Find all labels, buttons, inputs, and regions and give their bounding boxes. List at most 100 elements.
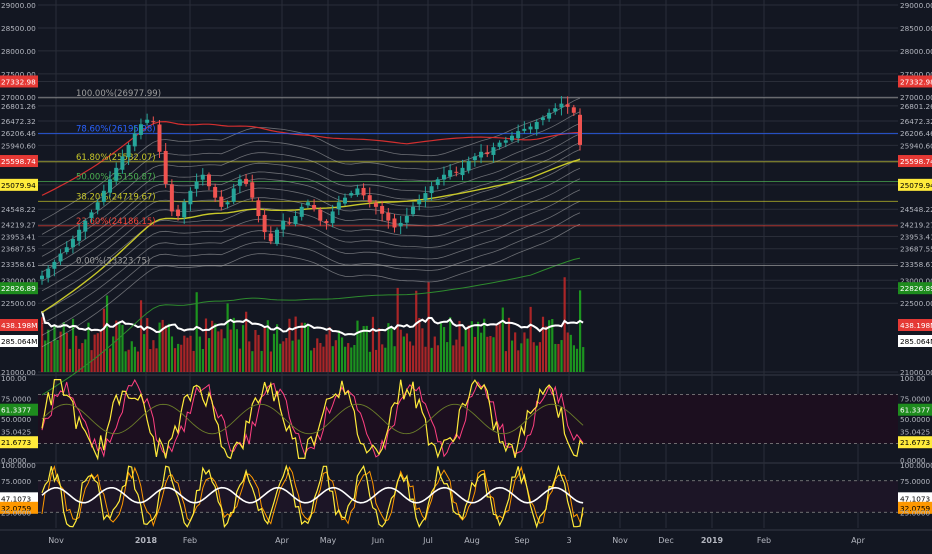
candle-body-9[interactable] <box>95 202 100 210</box>
candle-body-57[interactable] <box>392 218 397 228</box>
fibonacci-retracement[interactable]: 100.00%(26977.99) 78.60%(26195.98) 61.80%(… <box>38 89 898 267</box>
candle-body-59[interactable] <box>404 216 409 223</box>
candle-body-61[interactable] <box>417 199 422 205</box>
candle-body-11[interactable] <box>108 179 113 193</box>
candle-body-34[interactable] <box>250 182 255 198</box>
time-label-7[interactable]: Aug <box>464 536 480 545</box>
candle-body-40[interactable] <box>287 222 292 224</box>
candle-body-12[interactable] <box>114 167 119 181</box>
candle-body-1[interactable] <box>46 268 51 278</box>
candle-body-79[interactable] <box>528 126 533 130</box>
candle-body-14[interactable] <box>126 144 131 158</box>
candle-body-68[interactable] <box>460 167 465 176</box>
candle-body-78[interactable] <box>522 128 527 131</box>
candle-body-4[interactable] <box>64 247 69 253</box>
time-label-12[interactable]: 2019 <box>701 536 724 545</box>
candle-body-19[interactable] <box>157 124 162 152</box>
candle-body-51[interactable] <box>355 188 360 195</box>
candle-body-48[interactable] <box>336 202 341 210</box>
time-label-9[interactable]: 3 <box>566 536 571 545</box>
candle-body-60[interactable] <box>411 206 416 215</box>
candle-body-55[interactable] <box>380 205 385 214</box>
candle-body-69[interactable] <box>466 160 471 171</box>
candle-body-3[interactable] <box>58 253 63 262</box>
price-axes[interactable]: 29000.0028500.0028000.0027500.0027332.98… <box>0 1 932 517</box>
candle-body-80[interactable] <box>534 121 539 130</box>
candle-body-85[interactable] <box>565 104 570 107</box>
candle-body-65[interactable] <box>441 174 446 180</box>
candle-body-5[interactable] <box>70 238 75 248</box>
time-label-2[interactable]: Feb <box>183 536 197 545</box>
candle-body-46[interactable] <box>324 221 329 223</box>
candle-body-83[interactable] <box>553 108 558 112</box>
candle-body-70[interactable] <box>472 156 477 161</box>
candle-body-6[interactable] <box>77 229 82 241</box>
candle-body-74[interactable] <box>497 142 502 147</box>
candle-body-52[interactable] <box>361 187 366 196</box>
candle-body-73[interactable] <box>491 147 496 155</box>
candle-body-13[interactable] <box>120 156 125 170</box>
candle-body-20[interactable] <box>163 150 168 184</box>
candle-body-45[interactable] <box>318 209 323 221</box>
time-label-13[interactable]: Feb <box>757 536 771 545</box>
candle-body-36[interactable] <box>262 214 267 233</box>
time-label-4[interactable]: May <box>320 536 337 545</box>
candle-body-42[interactable] <box>299 206 304 217</box>
candle-body-72[interactable] <box>485 152 490 155</box>
candle-body-66[interactable] <box>448 170 453 177</box>
candle-body-71[interactable] <box>479 151 484 158</box>
candle-body-75[interactable] <box>503 140 508 143</box>
candle-body-35[interactable] <box>256 200 261 217</box>
time-label-8[interactable]: Sep <box>514 536 529 545</box>
candle-body-22[interactable] <box>176 209 181 217</box>
time-label-5[interactable]: Jun <box>371 536 385 545</box>
candle-body-26[interactable] <box>200 174 205 180</box>
candle-body-17[interactable] <box>145 119 150 123</box>
candle-body-0[interactable] <box>40 275 44 280</box>
candle-body-84[interactable] <box>559 103 564 108</box>
candle-body-38[interactable] <box>274 229 279 244</box>
candle-body-67[interactable] <box>454 171 459 173</box>
time-label-11[interactable]: Dec <box>658 536 673 545</box>
candle-body-16[interactable] <box>138 124 143 135</box>
candle-body-41[interactable] <box>293 216 298 225</box>
candle-body-77[interactable] <box>516 131 521 139</box>
candle-body-39[interactable] <box>281 220 286 230</box>
candle-body-54[interactable] <box>373 202 378 207</box>
candle-body-49[interactable] <box>343 197 348 204</box>
time-label-14[interactable]: Apr <box>851 536 866 545</box>
candle-body-86[interactable] <box>571 107 576 113</box>
candle-body-10[interactable] <box>101 190 106 202</box>
candle-body-8[interactable] <box>89 212 94 219</box>
candle-body-43[interactable] <box>305 202 310 206</box>
candle-body-32[interactable] <box>237 179 242 186</box>
candle-body-53[interactable] <box>367 195 372 203</box>
candle-body-82[interactable] <box>547 112 552 119</box>
candle-body-47[interactable] <box>330 211 335 224</box>
candle-body-21[interactable] <box>169 184 174 212</box>
candle-body-56[interactable] <box>386 212 391 221</box>
time-label-10[interactable]: Nov <box>612 536 628 545</box>
price-candles[interactable] <box>40 96 582 285</box>
candle-body-24[interactable] <box>188 190 193 205</box>
candle-body-33[interactable] <box>244 178 249 184</box>
time-label-3[interactable]: Apr <box>275 536 290 545</box>
candle-body-2[interactable] <box>52 261 57 269</box>
candle-body-15[interactable] <box>132 133 137 147</box>
candle-body-50[interactable] <box>349 193 354 196</box>
candle-body-63[interactable] <box>429 186 434 194</box>
candle-body-58[interactable] <box>398 222 403 227</box>
candle-body-87[interactable] <box>578 114 582 145</box>
candle-body-81[interactable] <box>540 117 545 121</box>
time-label-1[interactable]: 2018 <box>135 536 158 545</box>
candle-body-64[interactable] <box>435 179 440 185</box>
time-label-6[interactable]: Jul <box>422 536 433 545</box>
candle-body-25[interactable] <box>194 181 199 189</box>
time-label-0[interactable]: Nov <box>48 536 64 545</box>
candle-body-27[interactable] <box>206 174 211 187</box>
candle-body-29[interactable] <box>219 196 224 207</box>
candle-body-76[interactable] <box>509 135 514 141</box>
candle-body-30[interactable] <box>225 202 230 205</box>
